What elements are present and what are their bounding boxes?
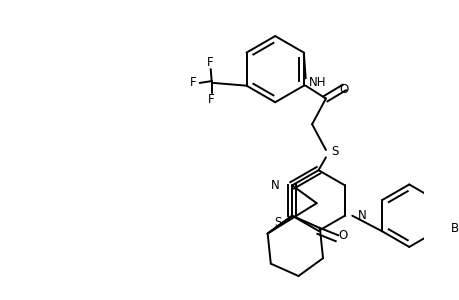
Text: N: N <box>270 179 279 192</box>
Text: F: F <box>208 93 214 106</box>
Text: O: O <box>339 83 348 96</box>
Text: F: F <box>190 76 196 89</box>
Text: O: O <box>338 229 347 242</box>
Text: Br: Br <box>450 222 459 235</box>
Text: NH: NH <box>308 76 325 89</box>
Text: S: S <box>330 145 338 158</box>
Text: F: F <box>206 56 213 69</box>
Text: N: N <box>357 209 366 222</box>
Text: S: S <box>273 217 280 230</box>
